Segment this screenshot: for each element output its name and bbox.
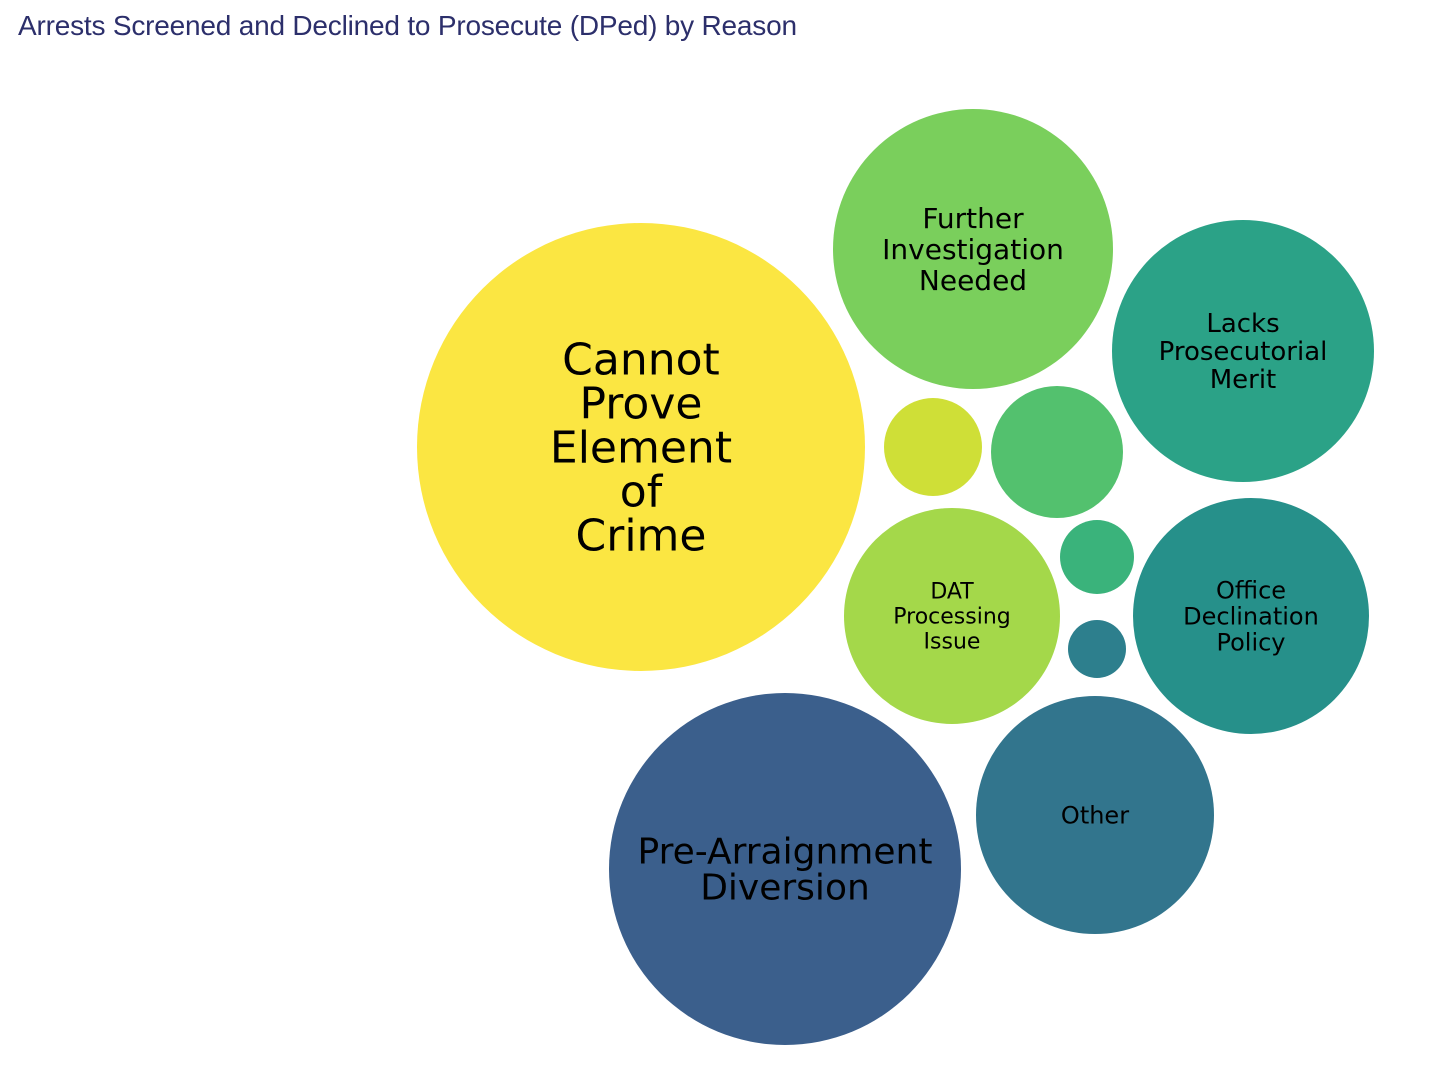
bubble-label-line: Pre-Arraignment bbox=[638, 832, 933, 873]
bubble-label-line: Lacks bbox=[1206, 309, 1279, 339]
bubble-label-line: Processing bbox=[893, 605, 1010, 630]
bubble-circle bbox=[417, 223, 865, 671]
bubble-circle bbox=[884, 398, 982, 496]
bubble-label-line: Needed bbox=[919, 264, 1027, 297]
bubble-label-line: Office bbox=[1216, 576, 1286, 604]
bubble-label-line: Crime bbox=[576, 510, 707, 561]
bubble-label-line: Further bbox=[922, 202, 1024, 235]
bubble-circle bbox=[1060, 520, 1134, 594]
bubble-label: Pre-Arraignment Diversion bbox=[638, 832, 933, 909]
bubble-circle bbox=[1112, 220, 1374, 482]
bubble-unlabeled-10[interactable] bbox=[1068, 620, 1126, 678]
bubble-label-line: DAT bbox=[930, 580, 974, 605]
bubble-unlabeled-8[interactable] bbox=[884, 398, 982, 496]
bubble-circle bbox=[833, 109, 1113, 389]
bubble-label: Lacks Prosecutorial Merit bbox=[1159, 309, 1328, 395]
bubble-label: DAT Processing Issue bbox=[893, 580, 1010, 655]
bubble-label: Cannot Prove Element of Crime bbox=[550, 334, 732, 561]
bubble-label-line: Issue bbox=[924, 630, 981, 655]
bubble-unlabeled-9[interactable] bbox=[1060, 520, 1134, 594]
bubble-circle bbox=[991, 386, 1123, 518]
bubble-label-line: Declination bbox=[1183, 602, 1319, 630]
bubble-lacks-prosecutorial-merit[interactable]: Lacks Prosecutorial Merit bbox=[1112, 220, 1374, 482]
bubble-label-line: Policy bbox=[1216, 628, 1285, 656]
bubble-label-line: Prosecutorial bbox=[1159, 337, 1328, 367]
bubble-label: Other bbox=[1061, 801, 1129, 829]
bubble-label-line: Prove bbox=[580, 378, 703, 429]
bubble-label-line: Merit bbox=[1210, 365, 1277, 395]
bubble-cannot-prove-element-of-crime[interactable]: Cannot Prove Element of Crime bbox=[417, 223, 865, 671]
bubble-label: Office Declination Policy bbox=[1183, 576, 1319, 656]
bubble-dat-processing-issue[interactable]: DAT Processing Issue bbox=[844, 508, 1060, 724]
bubble-circle bbox=[844, 508, 1060, 724]
bubble-label-line: Element bbox=[550, 422, 732, 473]
bubble-pre-arraignment-diversion[interactable]: Pre-Arraignment Diversion bbox=[609, 693, 961, 1045]
bubble-label-line: Other bbox=[1061, 801, 1129, 829]
bubble-unlabeled-7[interactable] bbox=[991, 386, 1123, 518]
chart-title: Arrests Screened and Declined to Prosecu… bbox=[18, 10, 797, 41]
bubble-circle bbox=[1068, 620, 1126, 678]
bubble-other[interactable]: Other bbox=[976, 696, 1214, 934]
bubble-circle bbox=[609, 693, 961, 1045]
bubble-circle bbox=[976, 696, 1214, 934]
bubble-office-declination-policy[interactable]: Office Declination Policy bbox=[1133, 498, 1369, 734]
bubble-label-line: of bbox=[620, 466, 664, 517]
bubble-circle bbox=[1133, 498, 1369, 734]
bubble-label: Further Investigation Needed bbox=[882, 202, 1064, 297]
bubble-label-line: Cannot bbox=[562, 334, 720, 385]
bubble-label-line: Investigation bbox=[882, 233, 1064, 266]
bubble-label-line: Diversion bbox=[700, 868, 870, 909]
bubble-further-investigation-needed[interactable]: Further Investigation Needed bbox=[833, 109, 1113, 389]
